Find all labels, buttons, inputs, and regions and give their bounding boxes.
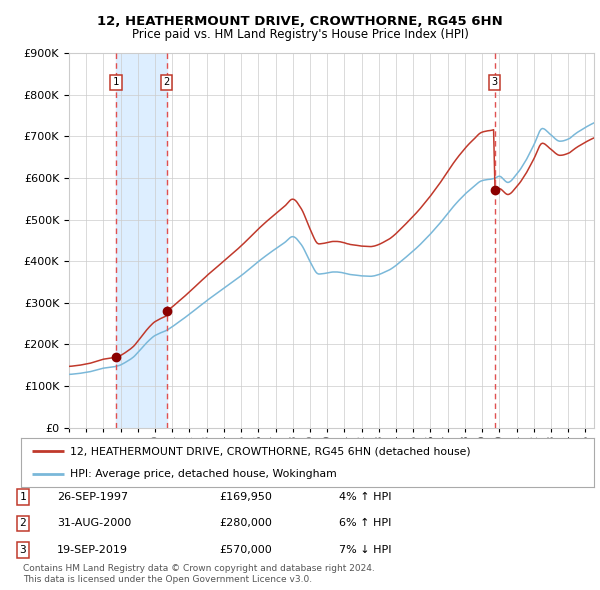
Text: HPI: Average price, detached house, Wokingham: HPI: Average price, detached house, Woki… xyxy=(70,468,337,478)
Text: £570,000: £570,000 xyxy=(219,545,272,555)
Text: 7% ↓ HPI: 7% ↓ HPI xyxy=(339,545,391,555)
Text: 3: 3 xyxy=(19,545,26,555)
Text: 3: 3 xyxy=(491,77,497,87)
Text: 6% ↑ HPI: 6% ↑ HPI xyxy=(339,519,391,528)
Text: 4% ↑ HPI: 4% ↑ HPI xyxy=(339,492,391,502)
Text: 31-AUG-2000: 31-AUG-2000 xyxy=(57,519,131,528)
Text: Price paid vs. HM Land Registry's House Price Index (HPI): Price paid vs. HM Land Registry's House … xyxy=(131,28,469,41)
Bar xyxy=(116,53,167,428)
Text: 1: 1 xyxy=(19,492,26,502)
Text: £280,000: £280,000 xyxy=(219,519,272,528)
Text: 26-SEP-1997: 26-SEP-1997 xyxy=(57,492,128,502)
Text: 19-SEP-2019: 19-SEP-2019 xyxy=(57,545,128,555)
Text: 12, HEATHERMOUNT DRIVE, CROWTHORNE, RG45 6HN (detached house): 12, HEATHERMOUNT DRIVE, CROWTHORNE, RG45… xyxy=(70,447,470,457)
Text: Contains HM Land Registry data © Crown copyright and database right 2024.: Contains HM Land Registry data © Crown c… xyxy=(23,565,374,573)
Text: £169,950: £169,950 xyxy=(219,492,272,502)
Text: 1: 1 xyxy=(113,77,119,87)
Text: 2: 2 xyxy=(163,77,170,87)
Text: 2: 2 xyxy=(19,519,26,528)
Text: 12, HEATHERMOUNT DRIVE, CROWTHORNE, RG45 6HN: 12, HEATHERMOUNT DRIVE, CROWTHORNE, RG45… xyxy=(97,15,503,28)
Text: This data is licensed under the Open Government Licence v3.0.: This data is licensed under the Open Gov… xyxy=(23,575,312,584)
